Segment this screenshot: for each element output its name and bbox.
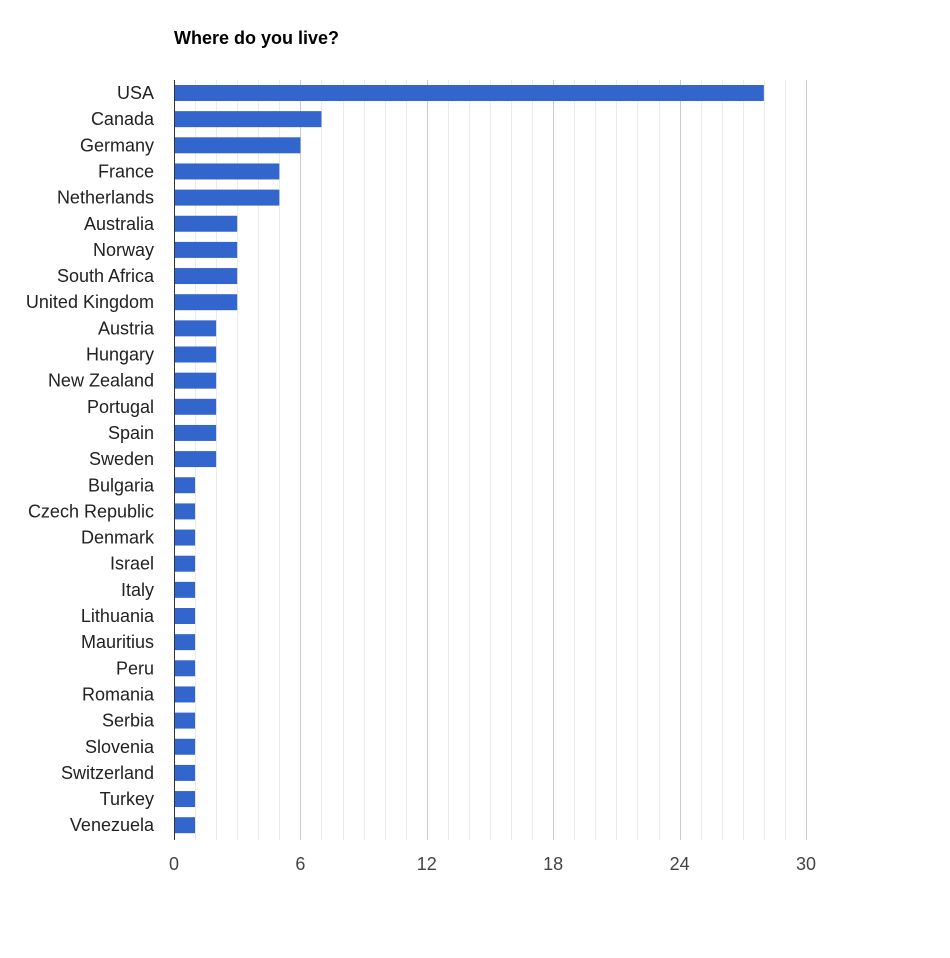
bar bbox=[174, 294, 238, 311]
x-tick-label: 6 bbox=[295, 854, 305, 874]
bar bbox=[174, 791, 196, 808]
bar bbox=[174, 660, 196, 677]
category-label: Australia bbox=[84, 214, 155, 234]
category-label: France bbox=[98, 161, 154, 181]
category-label: Portugal bbox=[87, 397, 154, 417]
category-label: Austria bbox=[98, 318, 155, 338]
x-tick-label: 18 bbox=[543, 854, 563, 874]
category-label: Serbia bbox=[102, 711, 155, 731]
category-label: Norway bbox=[93, 240, 154, 260]
bar bbox=[174, 268, 238, 285]
bar bbox=[174, 215, 238, 232]
bar bbox=[174, 189, 280, 206]
category-label: USA bbox=[117, 83, 154, 103]
category-label: Netherlands bbox=[57, 188, 154, 208]
category-label: Lithuania bbox=[81, 606, 155, 626]
category-label: Canada bbox=[91, 109, 155, 129]
x-tick-label: 12 bbox=[417, 854, 437, 874]
bar bbox=[174, 529, 196, 546]
category-label: Turkey bbox=[100, 789, 154, 809]
bar bbox=[174, 320, 217, 337]
x-tick-label: 0 bbox=[169, 854, 179, 874]
category-label: Mauritius bbox=[81, 632, 154, 652]
bar bbox=[174, 555, 196, 572]
chart-title: Where do you live? bbox=[174, 28, 340, 48]
bar bbox=[174, 451, 217, 468]
bar bbox=[174, 424, 217, 441]
x-tick-label: 30 bbox=[796, 854, 816, 874]
bar bbox=[174, 372, 217, 389]
category-label: Germany bbox=[80, 135, 154, 155]
category-label: Hungary bbox=[86, 345, 154, 365]
bar bbox=[174, 398, 217, 415]
category-label: New Zealand bbox=[48, 371, 154, 391]
category-label: Switzerland bbox=[61, 763, 154, 783]
bar bbox=[174, 111, 322, 128]
category-label: Venezuela bbox=[70, 815, 155, 835]
category-label: Romania bbox=[82, 684, 155, 704]
x-tick-label: 24 bbox=[670, 854, 690, 874]
bar bbox=[174, 346, 217, 363]
bar bbox=[174, 163, 280, 180]
bar bbox=[174, 503, 196, 520]
bar bbox=[174, 137, 301, 154]
category-label: United Kingdom bbox=[26, 292, 154, 312]
grid-layer bbox=[195, 80, 807, 840]
category-label: Czech Republic bbox=[28, 501, 154, 521]
bar bbox=[174, 634, 196, 651]
category-label: Italy bbox=[121, 580, 154, 600]
bar bbox=[174, 241, 238, 258]
labels-layer: USA Canada Germany France Netherlands Austral… bbox=[26, 83, 816, 874]
bar bbox=[174, 712, 196, 729]
category-label: Slovenia bbox=[85, 737, 155, 757]
category-label: Denmark bbox=[81, 528, 155, 548]
category-label: Bulgaria bbox=[88, 475, 155, 495]
bar bbox=[174, 608, 196, 624]
bar bbox=[174, 477, 196, 494]
bar bbox=[174, 581, 196, 598]
category-label: Israel bbox=[110, 554, 154, 574]
bar bbox=[174, 764, 196, 781]
category-label: Spain bbox=[108, 423, 154, 443]
bar bbox=[174, 85, 764, 101]
category-label: Sweden bbox=[89, 449, 154, 469]
bars-layer bbox=[174, 85, 764, 834]
bar bbox=[174, 686, 196, 703]
bar bbox=[174, 817, 196, 834]
category-label: Peru bbox=[116, 658, 154, 678]
bar bbox=[174, 738, 196, 755]
category-label: South Africa bbox=[57, 266, 155, 286]
